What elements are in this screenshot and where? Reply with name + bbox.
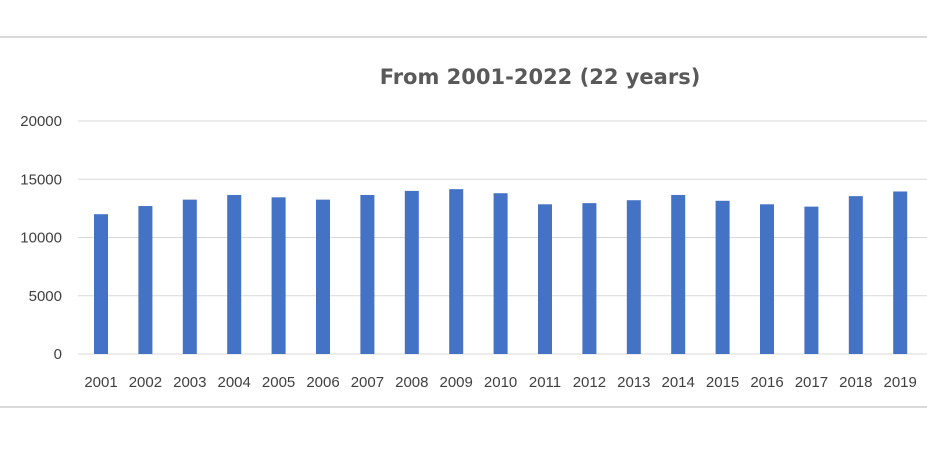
x-tick-label: 2009 xyxy=(440,374,473,391)
y-tick-label: 20000 xyxy=(20,113,62,130)
x-tick-label: 2017 xyxy=(795,374,828,391)
bar-2003 xyxy=(182,199,197,354)
bar-2014 xyxy=(671,194,686,354)
bar-2015 xyxy=(715,200,730,354)
bar-2001 xyxy=(94,214,108,354)
x-tick-label: 2015 xyxy=(706,374,739,391)
y-axis-ticks: 0 5000 10000 15000 20000 xyxy=(20,113,62,363)
chart-frame-bottom-border xyxy=(0,406,927,408)
x-tick-label: 2016 xyxy=(750,374,783,391)
bar-2013 xyxy=(626,200,641,354)
x-tick-label: 2019 xyxy=(884,374,917,391)
bar-2012 xyxy=(582,203,597,354)
bar-2018 xyxy=(848,196,863,354)
x-tick-label: 2011 xyxy=(529,374,561,391)
chart-title: From 2001-2022 (22 years) xyxy=(380,65,701,89)
bar-2007 xyxy=(360,194,375,354)
bar-2006 xyxy=(316,199,330,354)
y-tick-label: 10000 xyxy=(20,230,62,247)
x-tick-label: 2008 xyxy=(395,374,428,391)
x-tick-label: 2018 xyxy=(839,374,872,391)
bars xyxy=(94,189,908,354)
x-axis-ticks: 2001 2002 2003 2004 2005 2006 2007 2008 2009 2010… xyxy=(84,374,917,391)
x-tick-label: 2013 xyxy=(617,374,650,391)
x-tick-label: 2012 xyxy=(573,374,606,391)
bar-2010 xyxy=(493,193,508,354)
x-tick-label: 2010 xyxy=(484,374,517,391)
bar-2008 xyxy=(404,190,419,354)
bar-2004 xyxy=(227,194,242,354)
x-tick-label: 2014 xyxy=(662,374,695,391)
bar-2009 xyxy=(449,189,464,354)
x-tick-label: 2006 xyxy=(306,374,339,391)
y-tick-label: 5000 xyxy=(29,288,62,305)
bar-2019 xyxy=(893,191,908,354)
x-tick-label: 2002 xyxy=(129,374,162,391)
x-tick-label: 2005 xyxy=(262,374,295,391)
x-tick-label: 2004 xyxy=(218,374,251,391)
y-tick-label: 0 xyxy=(54,346,62,363)
y-tick-label: 15000 xyxy=(20,171,62,188)
x-tick-label: 2003 xyxy=(173,374,206,391)
bar-2002 xyxy=(138,206,153,354)
x-tick-label: 2001 xyxy=(84,374,117,391)
bar-2016 xyxy=(760,204,774,354)
bar-2017 xyxy=(804,206,819,354)
x-tick-label: 2007 xyxy=(351,374,384,391)
bar-2005 xyxy=(271,197,286,354)
chart-frame-top-border xyxy=(0,36,927,38)
bar-2011 xyxy=(538,204,552,354)
